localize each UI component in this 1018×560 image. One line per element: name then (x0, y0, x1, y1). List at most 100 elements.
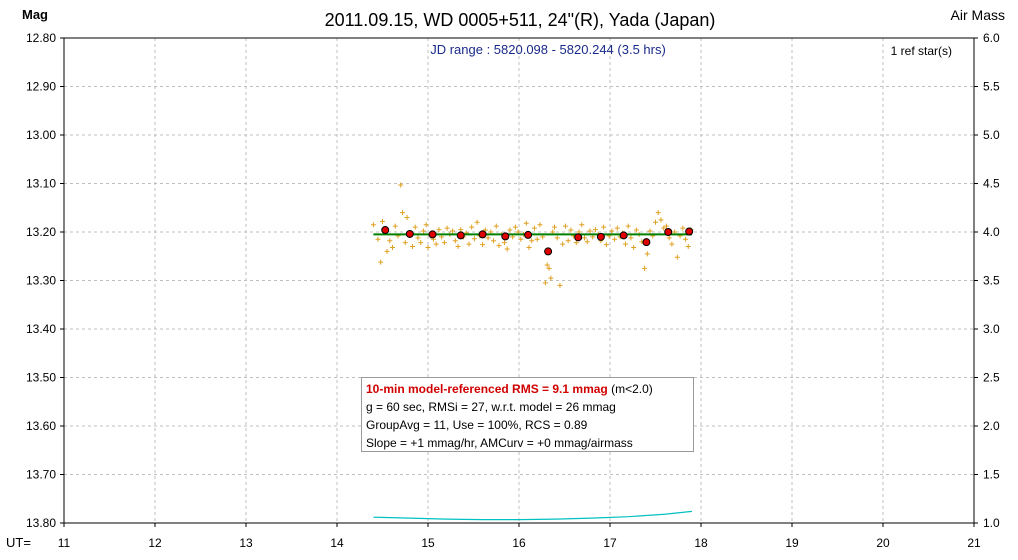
y-axis-right: 6.0 5.5 5.0 4.5 4.0 3.5 3.0 2.5 2.0 1.5 1.0 (974, 31, 1000, 530)
measurement-point (415, 235, 421, 241)
measurement-point (380, 218, 385, 224)
measurement-point (452, 238, 458, 244)
measurement-point (398, 182, 404, 188)
stats-line-params: g = 60 sec, RMSi = 27, w.r.t. model = 26… (366, 400, 616, 414)
y2-tick-label: 5.0 (983, 128, 1000, 142)
y-tick-label: 12.80 (26, 31, 56, 45)
x-tick-label: 17 (603, 536, 617, 550)
group-average-point (685, 227, 694, 236)
measurement-point (647, 228, 653, 234)
measurement-point (548, 275, 554, 281)
measurement-point (614, 225, 620, 231)
measurement-point (474, 219, 480, 225)
measurement-point (526, 245, 532, 251)
measurement-point (562, 223, 568, 229)
measurement-point (568, 227, 574, 233)
y-tick-label: 13.20 (26, 225, 56, 239)
measurement-point (512, 224, 518, 230)
measurement-point (644, 251, 650, 257)
group-average-point (619, 231, 628, 240)
measurement-point (560, 241, 566, 247)
y2-tick-label: 5.5 (983, 80, 1000, 94)
measurement-point (436, 227, 442, 233)
y-tick-label: 13.50 (26, 371, 56, 385)
measurement-point (444, 225, 450, 231)
group-average-point (456, 231, 465, 240)
rms-suffix: (m<2.0) (607, 382, 653, 396)
measurement-point (554, 235, 560, 241)
measurement-point (633, 227, 639, 233)
measurement-point (518, 236, 524, 242)
measurement-point (544, 262, 550, 268)
measurement-point (587, 228, 593, 234)
stats-box: 10-min model-referenced RMS = 9.1 mmag (… (361, 377, 694, 452)
measurement-point (631, 245, 637, 251)
jd-range-label: JD range : 5820.098 - 5820.244 (3.5 hrs) (430, 42, 666, 57)
measurement-point (565, 238, 571, 244)
group-average-point (574, 233, 583, 242)
y2-tick-label: 4.0 (983, 225, 1000, 239)
measurement-point (655, 210, 661, 216)
measurement-point (469, 224, 475, 230)
measurement-point (529, 238, 535, 244)
measurement-point (622, 241, 628, 247)
measurement-point (378, 259, 384, 265)
measurement-point (579, 222, 585, 228)
x-tick-label: 13 (239, 536, 253, 550)
measurement-point (450, 228, 456, 234)
measurement-point (418, 240, 424, 246)
measurement-point (412, 224, 418, 230)
measurement-point (674, 254, 680, 260)
stats-line-slope: Slope = +1 mmag/hr, AMCurv = +0 mmag/air… (366, 436, 633, 450)
measurement-point (546, 265, 552, 271)
x-tick-label: 11 (58, 536, 71, 550)
measurement-point (537, 222, 543, 228)
measurement-point (523, 220, 529, 226)
group-average-point (501, 232, 510, 241)
measurement-point (663, 223, 669, 229)
measurement-point (642, 265, 648, 271)
x-tick-label: 19 (785, 536, 799, 550)
y-tick-label: 13.10 (26, 177, 56, 191)
measurement-point (455, 244, 461, 250)
grid (64, 38, 974, 523)
y-tick-label: 13.00 (26, 128, 56, 142)
y2-tick-label: 2.5 (983, 371, 1000, 385)
measurement-point (370, 222, 376, 228)
measurement-point (609, 228, 615, 234)
measurement-point (601, 224, 607, 230)
measurement-point (496, 243, 502, 249)
measurement-point (680, 225, 686, 231)
stats-line-groupavg: GroupAvg = 11, Use = 100%, RCS = 0.89 (366, 418, 588, 432)
y-axis-left: 12.80 12.90 13.00 13.10 13.20 13.30 13.40 13.50… (26, 31, 64, 530)
x-tick-label: 16 (512, 536, 526, 550)
measurement-point (471, 236, 477, 242)
measurement-point (387, 238, 393, 244)
measurement-point (603, 242, 609, 248)
measurement-point (458, 227, 464, 233)
measurement-point (628, 235, 634, 241)
measurement-point (531, 225, 537, 231)
measurement-point (400, 210, 406, 216)
measurement-point (423, 222, 429, 228)
group-average-point (664, 228, 673, 236)
x-tick-label: 15 (421, 536, 435, 550)
y-axis-label: Mag (22, 7, 48, 22)
measurement-point (666, 235, 672, 241)
group-average-point (478, 230, 487, 239)
measurement-point (485, 235, 491, 241)
measurement-point (404, 214, 410, 220)
measurement-point (392, 223, 398, 229)
measurement-point (507, 227, 513, 233)
series-layer (370, 182, 694, 521)
x-tick-label: 18 (694, 536, 708, 550)
measurement-point (685, 244, 691, 250)
y2-tick-label: 6.0 (983, 31, 1000, 45)
group-average-point (428, 230, 437, 239)
y2-tick-label: 1.0 (983, 516, 1000, 530)
y-tick-label: 13.80 (26, 516, 56, 530)
x-axis-label: UT= (6, 535, 31, 550)
y-tick-label: 13.70 (26, 468, 56, 482)
group-average-point (405, 229, 414, 238)
